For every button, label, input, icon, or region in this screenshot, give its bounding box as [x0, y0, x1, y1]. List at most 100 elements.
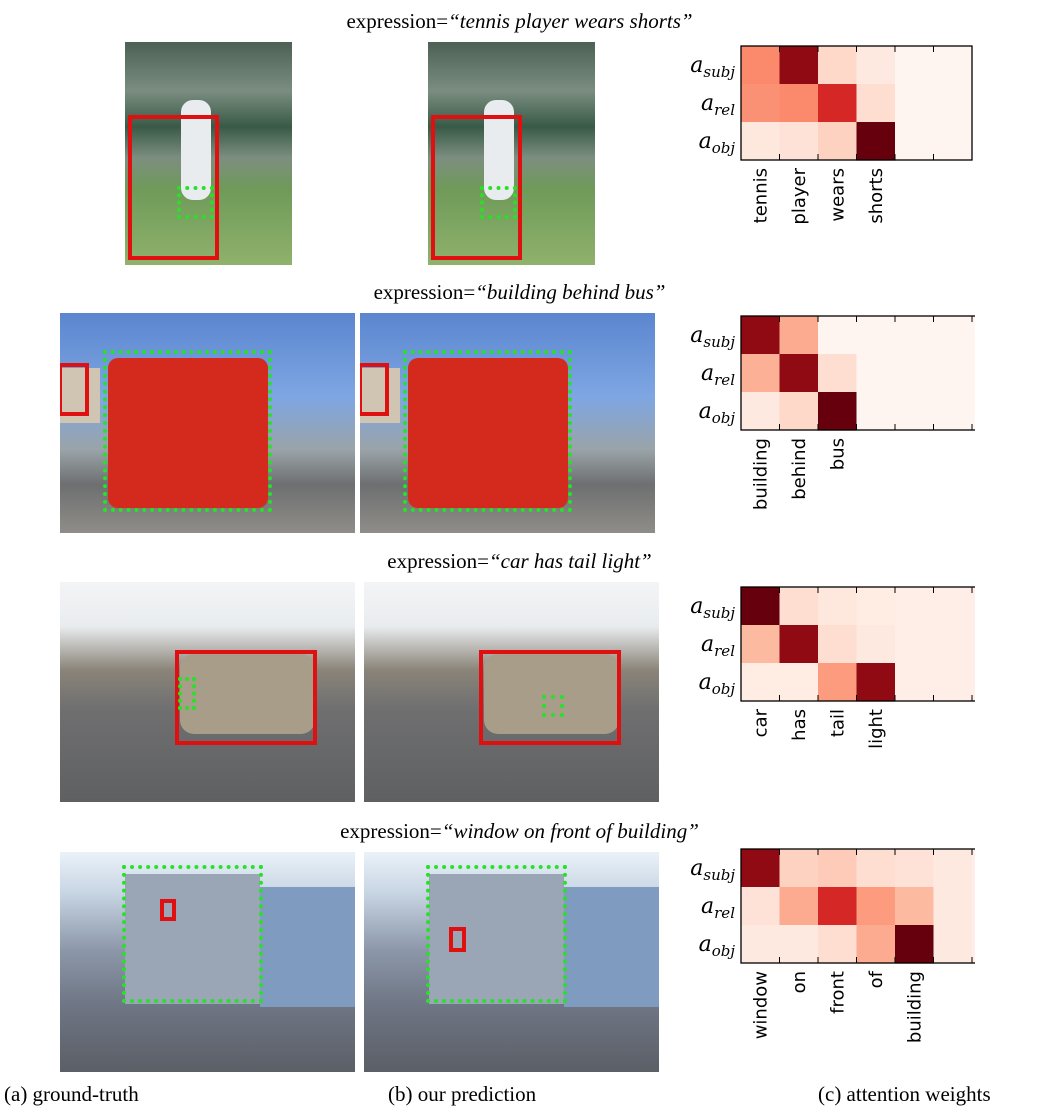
row-label-a-rel: arel [701, 91, 735, 119]
car-shape [484, 654, 619, 734]
heat-cell [741, 122, 781, 161]
object-box-green [103, 350, 272, 512]
word-label-bus: bus [827, 438, 848, 470]
heat-cell [933, 587, 973, 626]
heat-cell [818, 925, 858, 964]
object-box-green [177, 186, 214, 219]
referent-box-red [449, 927, 466, 952]
referent-box-red [60, 363, 89, 416]
word-label-has: has [789, 709, 810, 741]
word-label-of: of [866, 970, 887, 988]
referent-box-red [431, 115, 522, 260]
heat-cell [741, 587, 781, 626]
heat-cell [972, 354, 975, 393]
row-label-a-obj: aobj [699, 129, 736, 157]
heat-cell [741, 625, 781, 664]
heat-cell [933, 849, 973, 888]
prediction-image [360, 313, 655, 533]
expression-3: expression=“car has tail light” [387, 549, 652, 573]
word-label-building: building [750, 438, 771, 510]
word-label-tennis: tennis [750, 168, 771, 223]
heat-cell [779, 316, 819, 355]
row-label-a-rel: arel [701, 632, 735, 660]
bus-shape [108, 358, 268, 508]
heat-cell [856, 84, 896, 123]
heat-cell [933, 887, 973, 926]
heat-cell [818, 587, 858, 626]
word-label-car: car [750, 708, 771, 737]
heat-cell [856, 887, 896, 926]
heat-cell [856, 316, 896, 355]
object-box-green [480, 186, 517, 219]
object-box-green [122, 865, 263, 1003]
ground-truth-image [60, 582, 355, 802]
heat-cell [818, 849, 858, 888]
heat-cell [972, 392, 975, 431]
row-label-a-obj: aobj [699, 932, 736, 960]
heat-cell [856, 587, 896, 626]
heat-cell [895, 46, 935, 85]
heat-cell [856, 46, 896, 85]
heat-cell [818, 316, 858, 355]
attention-heatmap-4: asubj arel aobj window on front of building [690, 848, 975, 1043]
heat-cell [972, 316, 975, 355]
heat-cell [779, 663, 819, 702]
caption-our-prediction: (b) our prediction [388, 1082, 537, 1106]
heat-cell [856, 122, 896, 161]
expression-2: expression=“building behind bus” [373, 280, 666, 304]
heat-cell [818, 625, 858, 664]
word-label-building: building [904, 971, 925, 1043]
ground-truth-image [125, 42, 292, 265]
expression-1: expression=“tennis player wears shorts” [346, 9, 693, 33]
heat-cell [895, 122, 935, 161]
referent-box-red [128, 115, 219, 260]
row-label-a-subj: asubj [690, 53, 735, 81]
heat-cell [741, 84, 781, 123]
heat-cell [972, 625, 975, 664]
heat-cell [933, 84, 973, 123]
word-label-tail: tail [827, 709, 848, 737]
heat-cell [779, 122, 819, 161]
heat-cell [818, 84, 858, 123]
heat-cell [818, 663, 858, 702]
heat-cell [895, 354, 935, 393]
row-label-a-rel: arel [701, 894, 735, 922]
heat-cell [779, 354, 819, 393]
word-label-wears: wears [827, 168, 848, 222]
prediction-image [428, 42, 595, 265]
heat-cell [779, 84, 819, 123]
expression-4: expression=“window on front of building” [340, 819, 699, 843]
row-label-a-subj: asubj [690, 594, 735, 622]
prediction-image [364, 852, 659, 1072]
word-label-on: on [789, 971, 810, 993]
object-box-green [178, 677, 196, 710]
bus-shape [408, 358, 568, 508]
heat-cell [779, 887, 819, 926]
referent-box-red [175, 650, 317, 745]
row-label-a-subj: asubj [690, 323, 735, 351]
heat-cell [741, 46, 781, 85]
heat-cell [933, 392, 973, 431]
caption-attention-weights: (c) attention weights [818, 1082, 991, 1106]
heat-cell [741, 925, 781, 964]
attention-heatmap-1: asubj arel aobj tennis player wears shorts [690, 45, 973, 225]
heat-cell [933, 122, 973, 161]
heat-cell [895, 84, 935, 123]
heat-cell [856, 849, 896, 888]
object-box-green [426, 865, 567, 1003]
heat-cell [741, 354, 781, 393]
heat-cell [895, 587, 935, 626]
heat-cell [972, 925, 975, 964]
house-shape [564, 887, 659, 1007]
heat-cell [895, 663, 935, 702]
heat-cell [972, 887, 975, 926]
referent-box-red [360, 363, 389, 416]
heat-cell [818, 392, 858, 431]
word-label-player: player [789, 167, 810, 224]
heat-cell [895, 316, 935, 355]
heat-cell [856, 663, 896, 702]
heat-cell [779, 587, 819, 626]
heat-cell [895, 625, 935, 664]
ground-truth-image [60, 852, 355, 1072]
